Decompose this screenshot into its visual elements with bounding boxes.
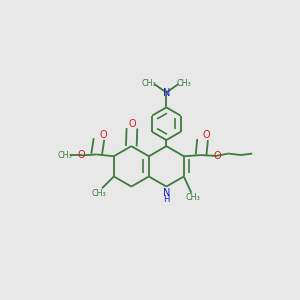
Text: CH₃: CH₃ <box>142 80 157 88</box>
Text: N: N <box>163 188 170 198</box>
Text: H: H <box>163 194 170 203</box>
Text: CH₃: CH₃ <box>176 80 191 88</box>
Text: O: O <box>128 118 136 128</box>
Text: O: O <box>78 150 85 160</box>
Text: N: N <box>163 88 170 98</box>
Text: CH₃: CH₃ <box>185 193 200 202</box>
Text: O: O <box>99 130 107 140</box>
Text: CH₃: CH₃ <box>91 189 106 198</box>
Text: O: O <box>203 130 211 140</box>
Text: CH₃: CH₃ <box>58 151 73 160</box>
Text: O: O <box>213 151 221 161</box>
